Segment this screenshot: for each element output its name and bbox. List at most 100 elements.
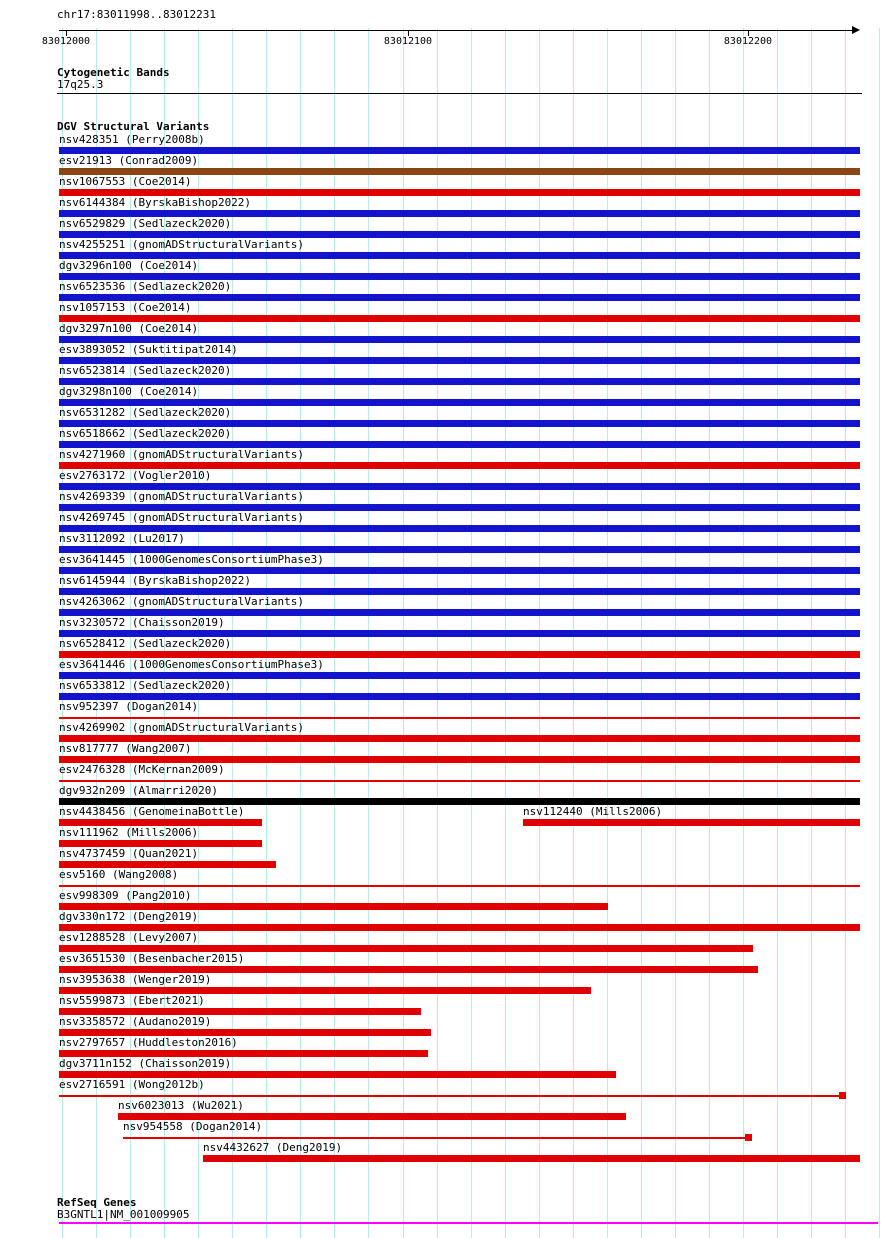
variant-label[interactable]: nsv4438456 (GenomeinaBottle)	[59, 805, 245, 818]
variant-bar[interactable]	[59, 798, 860, 805]
variant-label[interactable]: dgv3297n100 (Coe2014)	[59, 322, 199, 335]
variant-label[interactable]: nsv6518662 (Sedlazeck2020)	[59, 427, 232, 440]
variant-bar[interactable]	[59, 294, 860, 301]
variant-label[interactable]: esv3651530 (Besenbacher2015)	[59, 952, 245, 965]
variant-bar[interactable]	[59, 336, 860, 343]
variant-bar[interactable]	[59, 252, 860, 259]
variant-bar[interactable]	[59, 756, 860, 763]
variant-label[interactable]: nsv4263062 (gnomADStructuralVariants)	[59, 595, 305, 608]
variant-bar[interactable]	[59, 1071, 616, 1078]
variant-label[interactable]: dgv3296n100 (Coe2014)	[59, 259, 199, 272]
variant-label[interactable]: nsv2797657 (Huddleston2016)	[59, 1036, 238, 1049]
variant-label[interactable]: nsv112440 (Mills2006)	[523, 805, 663, 818]
variant-label[interactable]: nsv1067553 (Coe2014)	[59, 175, 192, 188]
variant-bar[interactable]	[59, 399, 860, 406]
variant-bar[interactable]	[118, 1113, 626, 1120]
variant-bar[interactable]	[59, 885, 860, 887]
variant-bar[interactable]	[59, 903, 608, 910]
variant-label[interactable]: nsv4271960 (gnomADStructuralVariants)	[59, 448, 305, 461]
variant-label[interactable]: nsv817777 (Wang2007)	[59, 742, 192, 755]
variant-label[interactable]: esv2476328 (McKernan2009)	[59, 763, 225, 776]
variant-bar[interactable]	[59, 924, 860, 931]
variant-bar[interactable]	[59, 168, 860, 175]
variant-label[interactable]: dgv3298n100 (Coe2014)	[59, 385, 199, 398]
variant-bar[interactable]	[203, 1155, 860, 1162]
variant-bar[interactable]	[59, 483, 860, 490]
refseq-gene-label[interactable]: B3GNTL1|NM_001009905	[57, 1208, 190, 1221]
variant-label[interactable]: nsv4432627 (Deng2019)	[203, 1141, 343, 1154]
variant-label[interactable]: esv21913 (Conrad2009)	[59, 154, 199, 167]
variant-bar[interactable]	[59, 273, 860, 280]
variant-label[interactable]: nsv4269902 (gnomADStructuralVariants)	[59, 721, 305, 734]
variant-bar[interactable]	[59, 945, 753, 952]
variant-label[interactable]: esv3641446 (1000GenomesConsortiumPhase3)	[59, 658, 324, 671]
variant-label[interactable]: nsv4255251 (gnomADStructuralVariants)	[59, 238, 305, 251]
variant-label[interactable]: nsv3112092 (Lu2017)	[59, 532, 185, 545]
variant-bar[interactable]	[59, 546, 860, 553]
variant-bar[interactable]	[59, 420, 860, 427]
variant-label[interactable]: nsv6145944 (ByrskaBishop2022)	[59, 574, 252, 587]
variant-label[interactable]: dgv330n172 (Deng2019)	[59, 910, 199, 923]
variant-label[interactable]: nsv6528412 (Sedlazeck2020)	[59, 637, 232, 650]
variant-bar[interactable]	[59, 672, 860, 679]
variant-label[interactable]: nsv6523814 (Sedlazeck2020)	[59, 364, 232, 377]
variant-bar[interactable]	[59, 189, 860, 196]
variant-bar[interactable]	[59, 1029, 431, 1036]
variant-bar[interactable]	[59, 609, 860, 616]
variant-bar[interactable]	[59, 378, 860, 385]
variant-bar[interactable]	[59, 315, 860, 322]
refseq-gene-bar[interactable]	[59, 1222, 878, 1224]
variant-label[interactable]: nsv3230572 (Chaisson2019)	[59, 616, 225, 629]
variant-label[interactable]: nsv954558 (Dogan2014)	[123, 1120, 263, 1133]
variant-label[interactable]: esv1288528 (Levy2007)	[59, 931, 199, 944]
variant-bar[interactable]	[59, 462, 860, 469]
variant-bar[interactable]	[59, 861, 276, 868]
variant-bar[interactable]	[59, 966, 758, 973]
variant-label[interactable]: esv2716591 (Wong2012b)	[59, 1078, 205, 1091]
variant-bar[interactable]	[59, 525, 860, 532]
variant-label[interactable]: esv3641445 (1000GenomesConsortiumPhase3)	[59, 553, 324, 566]
variant-bar[interactable]	[59, 780, 860, 782]
variant-label[interactable]: nsv952397 (Dogan2014)	[59, 700, 199, 713]
variant-label[interactable]: nsv6529829 (Sedlazeck2020)	[59, 217, 232, 230]
variant-bar[interactable]	[123, 1137, 752, 1139]
variant-bar[interactable]	[59, 441, 860, 448]
variant-bar[interactable]	[59, 1095, 846, 1097]
variant-bar[interactable]	[59, 1050, 428, 1057]
variant-label[interactable]: nsv6023013 (Wu2021)	[118, 1099, 244, 1112]
cytogenetic-band-label[interactable]: 17q25.3	[57, 78, 104, 91]
variant-bar[interactable]	[59, 357, 860, 364]
variant-bar[interactable]	[59, 210, 860, 217]
variant-label[interactable]: nsv428351 (Perry2008b)	[59, 133, 205, 146]
variant-label[interactable]: nsv6533812 (Sedlazeck2020)	[59, 679, 232, 692]
variant-label[interactable]: nsv4269339 (gnomADStructuralVariants)	[59, 490, 305, 503]
variant-label[interactable]: dgv3711n152 (Chaisson2019)	[59, 1057, 232, 1070]
variant-bar[interactable]	[59, 231, 860, 238]
variant-bar[interactable]	[59, 819, 262, 826]
variant-label[interactable]: nsv6531282 (Sedlazeck2020)	[59, 406, 232, 419]
variant-bar[interactable]	[59, 987, 591, 994]
variant-bar[interactable]	[59, 693, 860, 700]
variant-label[interactable]: nsv6523536 (Sedlazeck2020)	[59, 280, 232, 293]
variant-label[interactable]: dgv932n209 (Almarri2020)	[59, 784, 218, 797]
variant-bar[interactable]	[59, 840, 262, 847]
variant-bar[interactable]	[59, 630, 860, 637]
variant-label[interactable]: nsv5599873 (Ebert2021)	[59, 994, 205, 1007]
variant-label[interactable]: esv3893052 (Suktitipat2014)	[59, 343, 238, 356]
variant-label[interactable]: nsv4269745 (gnomADStructuralVariants)	[59, 511, 305, 524]
variant-label[interactable]: esv5160 (Wang2008)	[59, 868, 179, 881]
variant-bar[interactable]	[523, 819, 860, 826]
variant-bar[interactable]	[59, 651, 860, 658]
variant-label[interactable]: esv2763172 (Vogler2010)	[59, 469, 212, 482]
variant-label[interactable]: nsv1057153 (Coe2014)	[59, 301, 192, 314]
variant-label[interactable]: nsv3358572 (Audano2019)	[59, 1015, 212, 1028]
variant-label[interactable]: nsv4737459 (Quan2021)	[59, 847, 199, 860]
variant-label[interactable]: nsv111962 (Mills2006)	[59, 826, 199, 839]
variant-bar[interactable]	[59, 1008, 421, 1015]
variant-bar[interactable]	[59, 717, 860, 719]
variant-label[interactable]: nsv6144384 (ByrskaBishop2022)	[59, 196, 252, 209]
variant-bar[interactable]	[59, 567, 860, 574]
variant-bar[interactable]	[59, 735, 860, 742]
variant-bar[interactable]	[59, 504, 860, 511]
variant-label[interactable]: esv998309 (Pang2010)	[59, 889, 192, 902]
